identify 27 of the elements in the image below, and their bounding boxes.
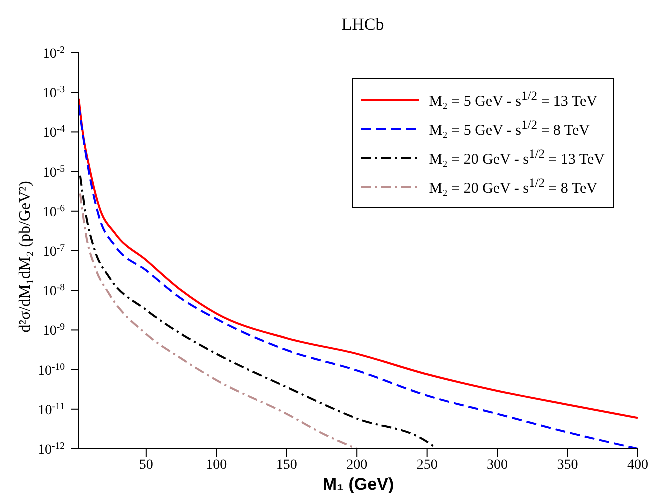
x-tick-label: 250 bbox=[416, 458, 438, 473]
y-tick-label: 10$^{-4}$ bbox=[42, 124, 66, 142]
y-tick-label: 10$^{-10}$ bbox=[38, 361, 66, 379]
y-tick-label: 10$^{-12}$ bbox=[38, 440, 66, 458]
y-tick-label: 10$^{-5}$ bbox=[42, 163, 66, 181]
x-tick-label: 150 bbox=[276, 458, 298, 473]
x-tick-label: 300 bbox=[487, 458, 508, 473]
legend-label: M₂ = 20 GeV - s$^{1/2}$ = 8 TeV bbox=[429, 176, 598, 198]
legend-label: M₂ = 20 GeV - s$^{1/2}$ = 13 TeV bbox=[429, 146, 605, 168]
y-tick-label: 10$^{-7}$ bbox=[42, 242, 66, 260]
y-axis-title: d²σ/dM₁dM₂ (pb/GeV²) bbox=[17, 181, 34, 333]
legend-label: M₂ = 5 GeV - s$^{1/2}$ = 8 TeV bbox=[429, 118, 590, 140]
y-tick-label: 10$^{-6}$ bbox=[42, 202, 66, 220]
x-tick-label: 50 bbox=[139, 458, 154, 473]
y-tick-label: 10$^{-9}$ bbox=[42, 322, 66, 340]
y-tick-label: 10$^{-8}$ bbox=[42, 282, 66, 300]
y-tick-label: 10$^{-3}$ bbox=[42, 84, 66, 102]
x-axis-title: M₁ (GeV) bbox=[322, 475, 394, 494]
x-tick-label: 200 bbox=[346, 458, 368, 473]
line-series bbox=[79, 192, 358, 449]
x-tick-label: 350 bbox=[557, 458, 578, 473]
y-tick-label: 10$^{-2}$ bbox=[42, 44, 66, 62]
x-tick-label: 400 bbox=[628, 458, 648, 473]
x-tick-label: 100 bbox=[206, 458, 228, 473]
legend-label: M₂ = 5 GeV - s$^{1/2}$ = 13 TeV bbox=[429, 88, 598, 110]
y-tick-label: 10$^{-11}$ bbox=[38, 400, 66, 418]
chart-title: LHCb bbox=[340, 14, 386, 36]
